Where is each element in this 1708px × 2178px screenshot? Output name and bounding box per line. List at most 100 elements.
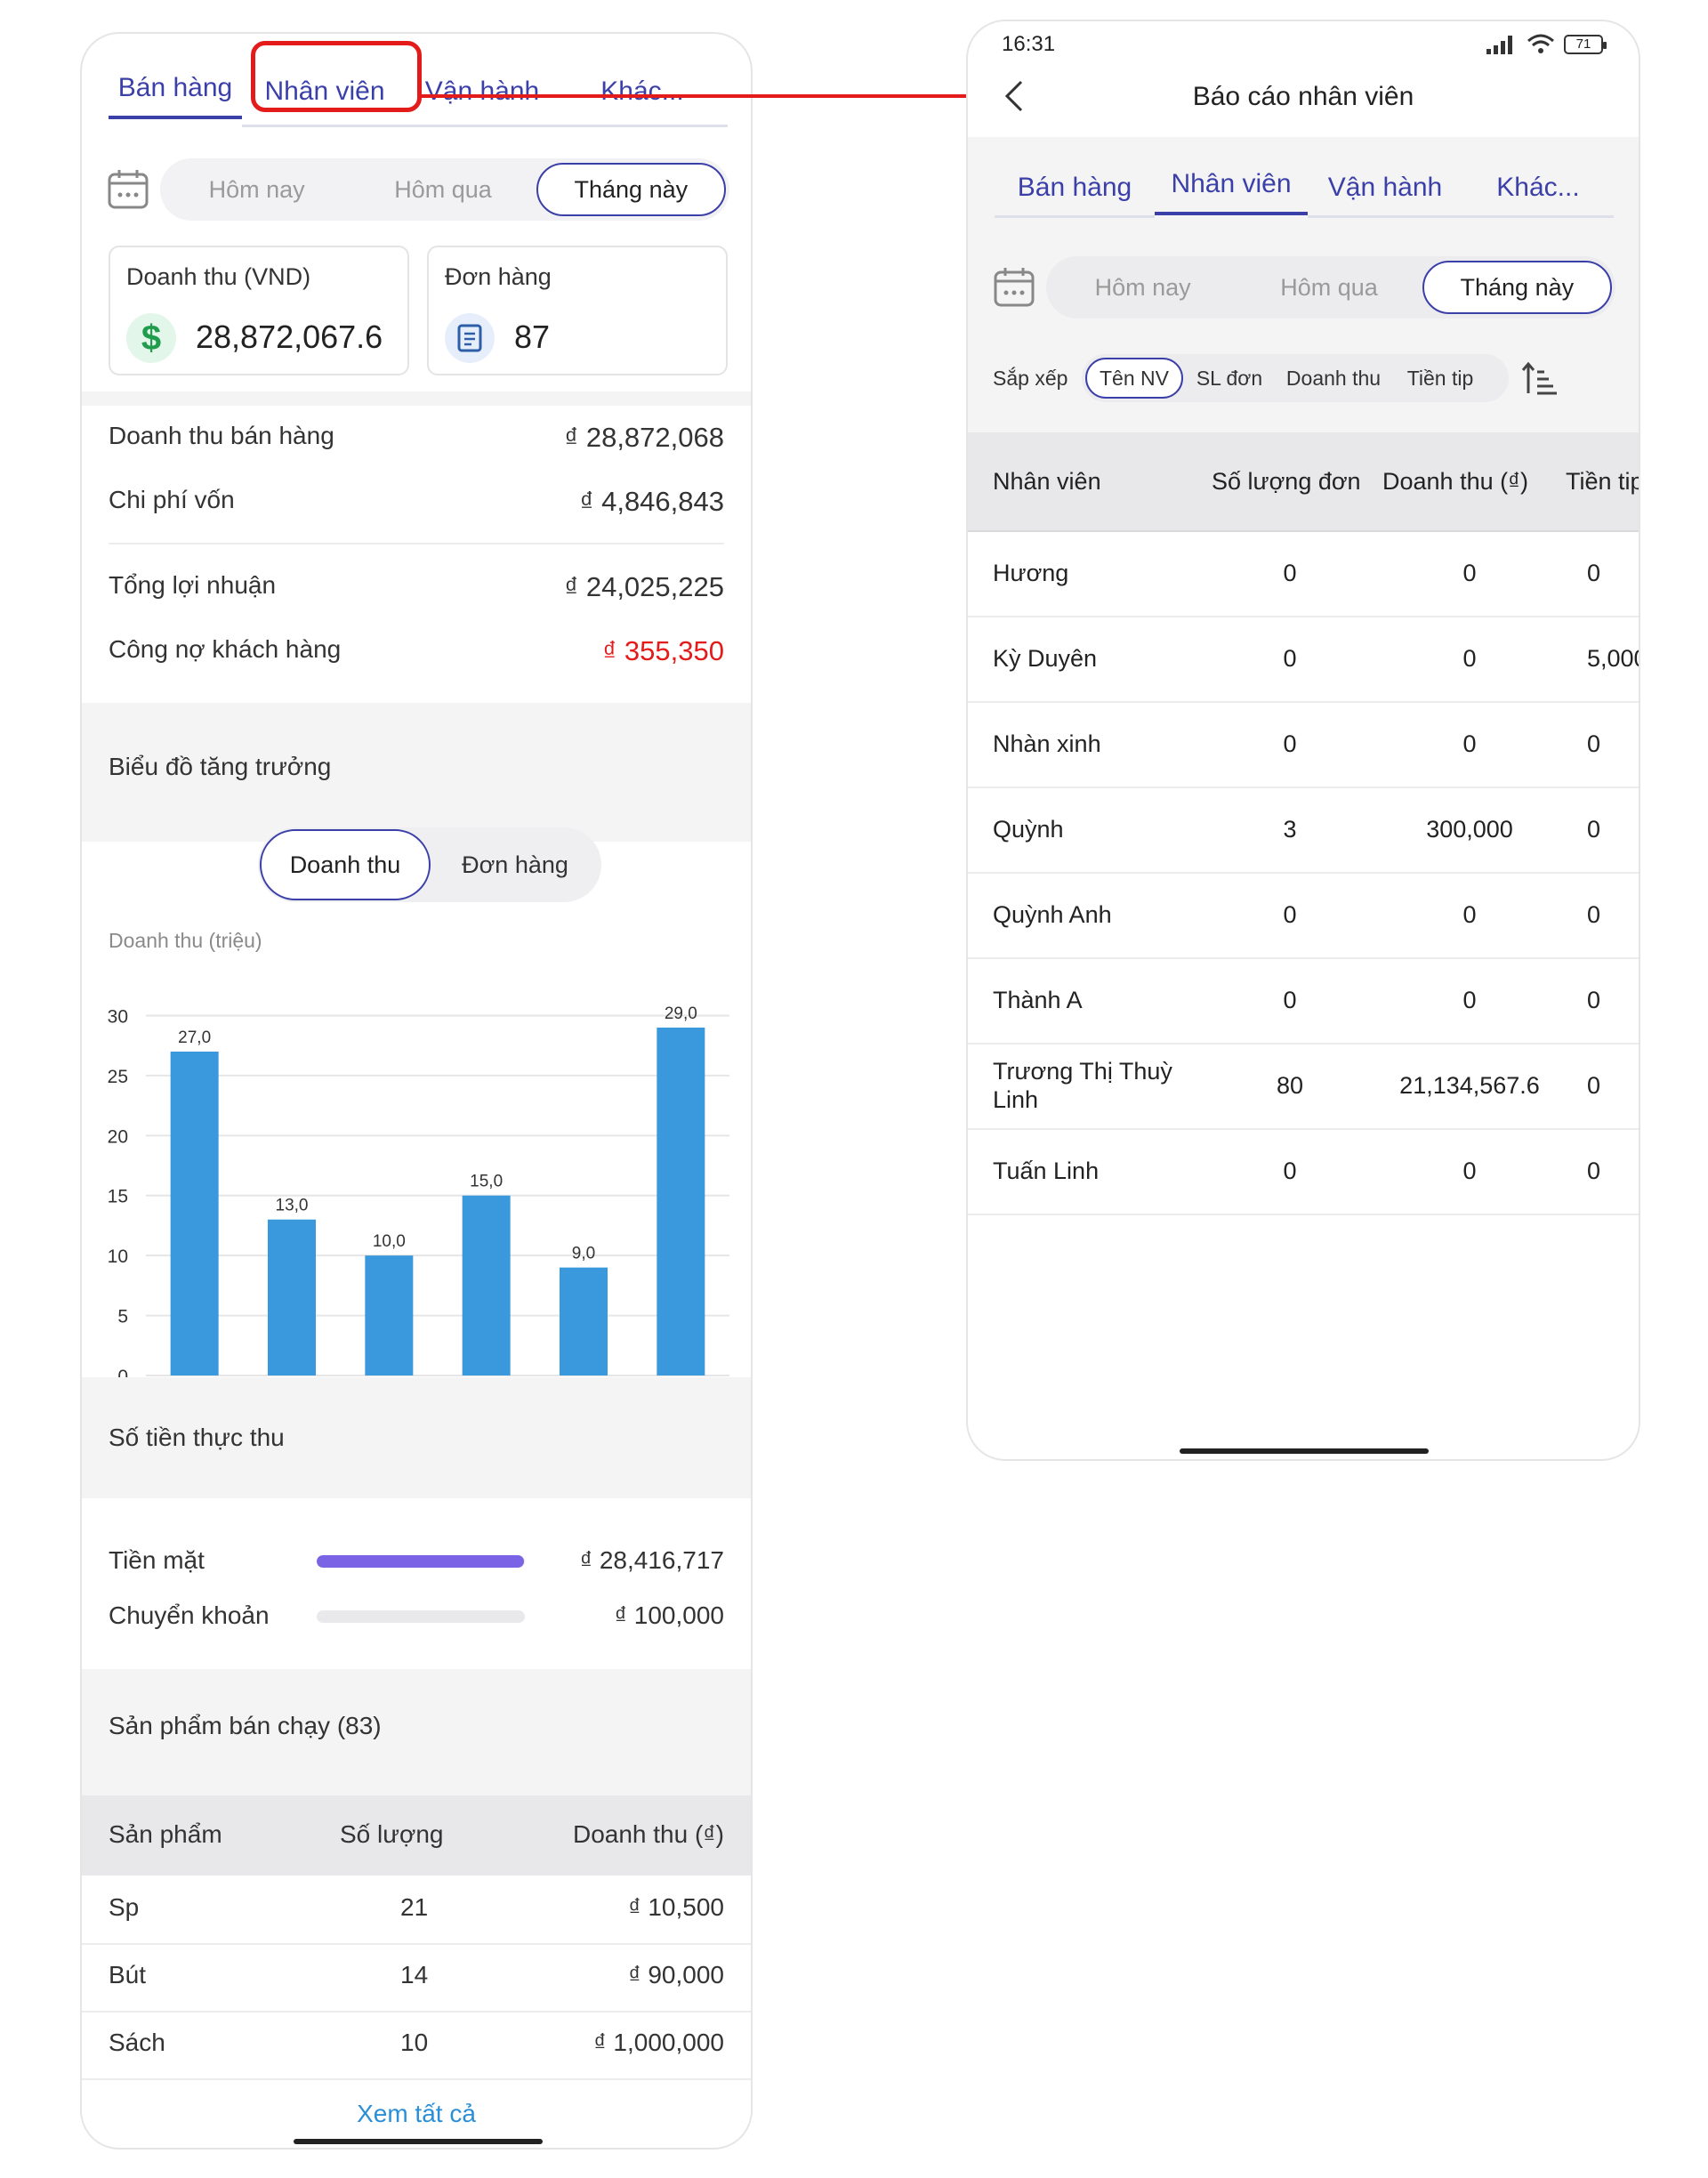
growth-toggle: Doanh thu Đơn hàng: [258, 827, 601, 902]
tab-staff[interactable]: Nhân viên: [1155, 169, 1308, 215]
sort-by-name[interactable]: Tên NV: [1085, 358, 1183, 399]
staff-revenue: 0: [1462, 987, 1477, 1013]
bar-value-label: 15,0: [470, 1173, 503, 1191]
col-revenue: Doanh thu (₫): [572, 1820, 724, 1848]
table-row[interactable]: Quỳnh Anh 0 0 0: [968, 874, 1639, 959]
orders-card-value: 87: [514, 319, 551, 355]
summary-row-sales: Doanh thu bán hàng ₫ 28,872,068: [109, 422, 724, 454]
product-name: Sp: [109, 1893, 140, 1921]
calendar-icon[interactable]: [993, 266, 1035, 309]
revenue-card-value: 28,872,067.6: [196, 319, 383, 355]
table-row[interactable]: Quỳnh 3 300,000 0: [968, 788, 1639, 874]
tab-sales[interactable]: Bán hàng: [109, 73, 242, 119]
staff-order-count: 0: [1283, 730, 1297, 757]
cash-progress-fill: [317, 1555, 525, 1568]
staff-order-count: 0: [1283, 1158, 1297, 1184]
staff-tip: 0: [1587, 560, 1601, 586]
chart-bar: [170, 1051, 219, 1375]
staff-name: Quỳnh Anh: [993, 901, 1112, 928]
table-row[interactable]: Bút 14 ₫ 90,000: [82, 1943, 751, 2011]
sort-by-orders[interactable]: SL đơn: [1196, 366, 1263, 390]
sort-by-revenue[interactable]: Doanh thu: [1285, 366, 1382, 390]
staff-report-screen: 16:31 71 Báo cáo nhân viên Bán hàng Nhân…: [966, 20, 1640, 1461]
report-tabs: Bán hàng Nhân viên Vận hành Khác...: [109, 73, 728, 119]
staff-revenue: 300,000: [1426, 816, 1513, 843]
spacer: [82, 391, 751, 406]
revenue-card[interactable]: Doanh thu (VND) $ 28,872,067.6: [109, 246, 409, 375]
staff-order-count: 0: [1283, 560, 1297, 586]
report-tabs: Bán hàng Nhân viên Vận hành Khác...: [995, 169, 1614, 215]
dollar-icon: $: [126, 313, 176, 363]
filter-yesterday[interactable]: Hôm qua: [1280, 273, 1378, 301]
tab-other[interactable]: Khác...: [600, 77, 684, 106]
filter-today[interactable]: Hôm nay: [208, 175, 305, 203]
wifi-icon: [1527, 34, 1554, 53]
y-tick-label: 15: [108, 1187, 128, 1207]
table-row[interactable]: Sách 10 ₫ 1,000,000: [82, 2011, 751, 2078]
summary-value: ₫ 28,872,068: [564, 422, 724, 453]
sort-by-tip[interactable]: Tiền tip: [1406, 366, 1474, 390]
bar-value-label: 29,0: [665, 1004, 697, 1023]
y-tick-label: 5: [117, 1307, 128, 1327]
sort-direction-icon[interactable]: [1521, 359, 1560, 399]
product-revenue: ₫ 1,000,000: [593, 2029, 724, 2056]
staff-order-count: 0: [1283, 901, 1297, 928]
filter-yesterday[interactable]: Hôm qua: [394, 175, 492, 203]
highlight-box: [251, 41, 422, 112]
staff-name: Hương: [993, 560, 1069, 586]
collected-value: ₫ 100,000: [614, 1601, 724, 1629]
see-all-link[interactable]: Xem tất cả: [357, 2100, 476, 2127]
table-row[interactable]: Sp 21 ₫ 10,500: [82, 1876, 751, 1943]
date-filter: Hôm nay Hôm qua Tháng này: [993, 256, 1615, 319]
col-product: Sản phẩm: [109, 1820, 222, 1848]
summary-label: Công nợ khách hàng: [109, 635, 342, 663]
home-indicator[interactable]: [1180, 1448, 1429, 1454]
calendar-icon[interactable]: [107, 168, 149, 211]
staff-order-count: 3: [1283, 816, 1297, 843]
y-tick-label: 30: [108, 1006, 128, 1027]
tab-operations[interactable]: Vận hành: [424, 77, 540, 106]
chart-bar: [268, 1219, 316, 1375]
table-row[interactable]: Thành A 0 0 0: [968, 959, 1639, 1045]
filter-today[interactable]: Hôm nay: [1094, 273, 1191, 301]
staff-table-header: Nhân viên Số lượng đơn Doanh thu (₫) Tiề…: [968, 432, 1639, 532]
staff-revenue: 0: [1462, 901, 1477, 928]
home-indicator[interactable]: [294, 2139, 543, 2144]
y-tick-label: 25: [108, 1067, 128, 1087]
col-tip: Tiền tip: [1566, 468, 1640, 495]
back-button[interactable]: [995, 75, 1037, 117]
y-tick-label: 0: [117, 1367, 128, 1387]
summary-row-cost: Chi phí vốn ₫ 4,846,843: [109, 486, 724, 518]
products-header: [82, 1669, 751, 1795]
tab-staff[interactable]: Nhân viên: [264, 77, 385, 106]
staff-tip: 0: [1587, 1158, 1601, 1184]
collected-label: Chuyển khoản: [109, 1601, 270, 1629]
tab-operations[interactable]: Vận hành: [1327, 173, 1443, 202]
battery-icon: 71: [1564, 35, 1607, 54]
product-name: Bút: [109, 1961, 147, 1988]
product-name: Sách: [109, 2029, 165, 2056]
toggle-revenue[interactable]: Doanh thu: [260, 829, 431, 900]
chart-bar: [365, 1255, 414, 1375]
tab-sales[interactable]: Bán hàng: [1017, 173, 1132, 202]
filter-this-month[interactable]: Tháng này: [536, 163, 726, 216]
table-row[interactable]: Tuấn Linh 0 0 0: [968, 1130, 1639, 1215]
table-row[interactable]: Hương 0 0 0: [968, 532, 1639, 617]
toggle-orders[interactable]: Đơn hàng: [462, 851, 568, 878]
growth-header: [82, 703, 751, 842]
row-divider: [82, 1943, 751, 1945]
sort-options: Tên NV SL đơn Doanh thu Tiền tip: [1082, 354, 1509, 402]
staff-revenue: 0: [1462, 560, 1477, 586]
filter-this-month[interactable]: Tháng này: [1422, 261, 1612, 314]
status-time: 16:31: [1002, 32, 1056, 56]
staff-name: Thành A: [993, 987, 1083, 1013]
tab-other[interactable]: Khác...: [1496, 173, 1580, 202]
table-row[interactable]: Nhàn xinh 0 0 0: [968, 703, 1639, 788]
orders-card[interactable]: Đơn hàng 87: [427, 246, 728, 375]
revenue-card-title: Doanh thu (VND): [126, 263, 311, 290]
table-row[interactable]: Kỳ Duyên 0 0 5,000: [968, 617, 1639, 703]
staff-tip: 0: [1587, 816, 1601, 843]
table-row[interactable]: Trương Thị Thuỳ Linh 80 21,134,567.6 0: [968, 1045, 1639, 1130]
cash-progress-bar: [317, 1555, 525, 1568]
summary-row-debt[interactable]: Công nợ khách hàng ₫ 355,350: [109, 635, 724, 667]
